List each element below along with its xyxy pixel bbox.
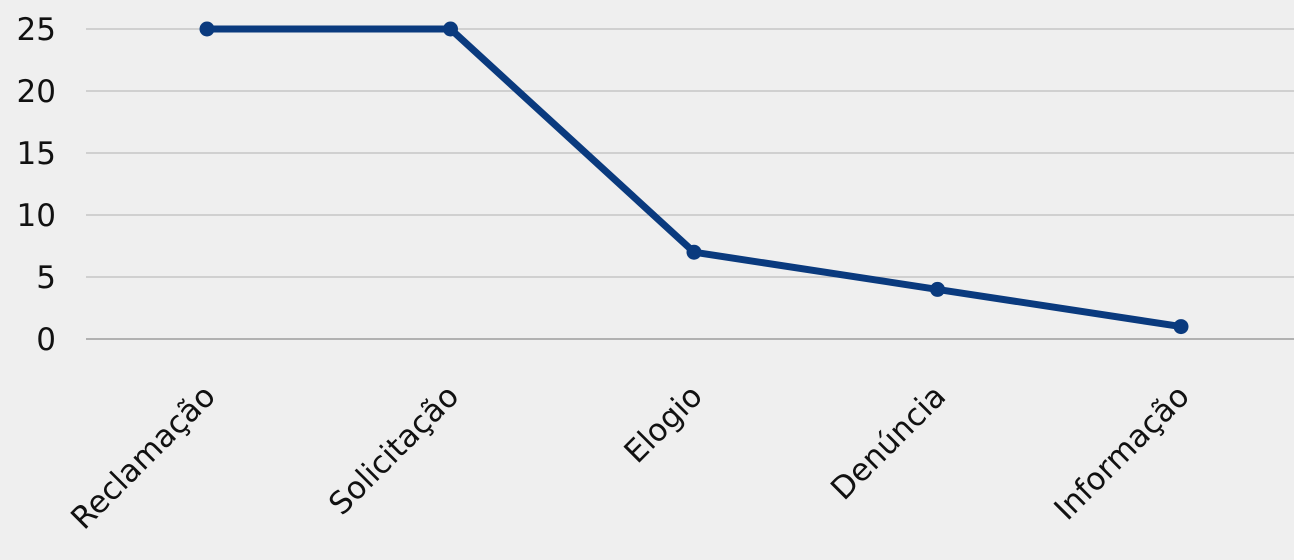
data-point — [1173, 319, 1189, 335]
x-category-label: Informação — [1047, 378, 1196, 527]
y-tick-label: 20 — [17, 74, 56, 110]
y-tick-label: 10 — [17, 198, 56, 234]
data-points — [199, 21, 1189, 335]
y-tick-label: 15 — [17, 136, 56, 172]
x-axis-category-labels: Reclamação Solicitação Elogio Denúncia Infor… — [64, 378, 1196, 536]
x-category-label: Elogio — [617, 378, 709, 470]
series-line-group — [203, 25, 1185, 331]
y-tick-label: 0 — [36, 322, 56, 358]
x-category-label: Reclamação — [64, 378, 222, 536]
series-line — [203, 25, 1185, 331]
y-tick-label: 5 — [36, 260, 56, 296]
data-point — [686, 244, 702, 260]
x-category-label: Solicitação — [322, 378, 466, 522]
data-point — [199, 21, 215, 37]
gridlines — [86, 28, 1294, 340]
y-tick-label: 25 — [17, 12, 56, 48]
data-point — [930, 281, 945, 297]
x-category-label: Denúncia — [824, 378, 953, 507]
y-axis-tick-labels: 0 5 10 15 20 25 — [17, 12, 56, 358]
data-point — [443, 21, 458, 37]
